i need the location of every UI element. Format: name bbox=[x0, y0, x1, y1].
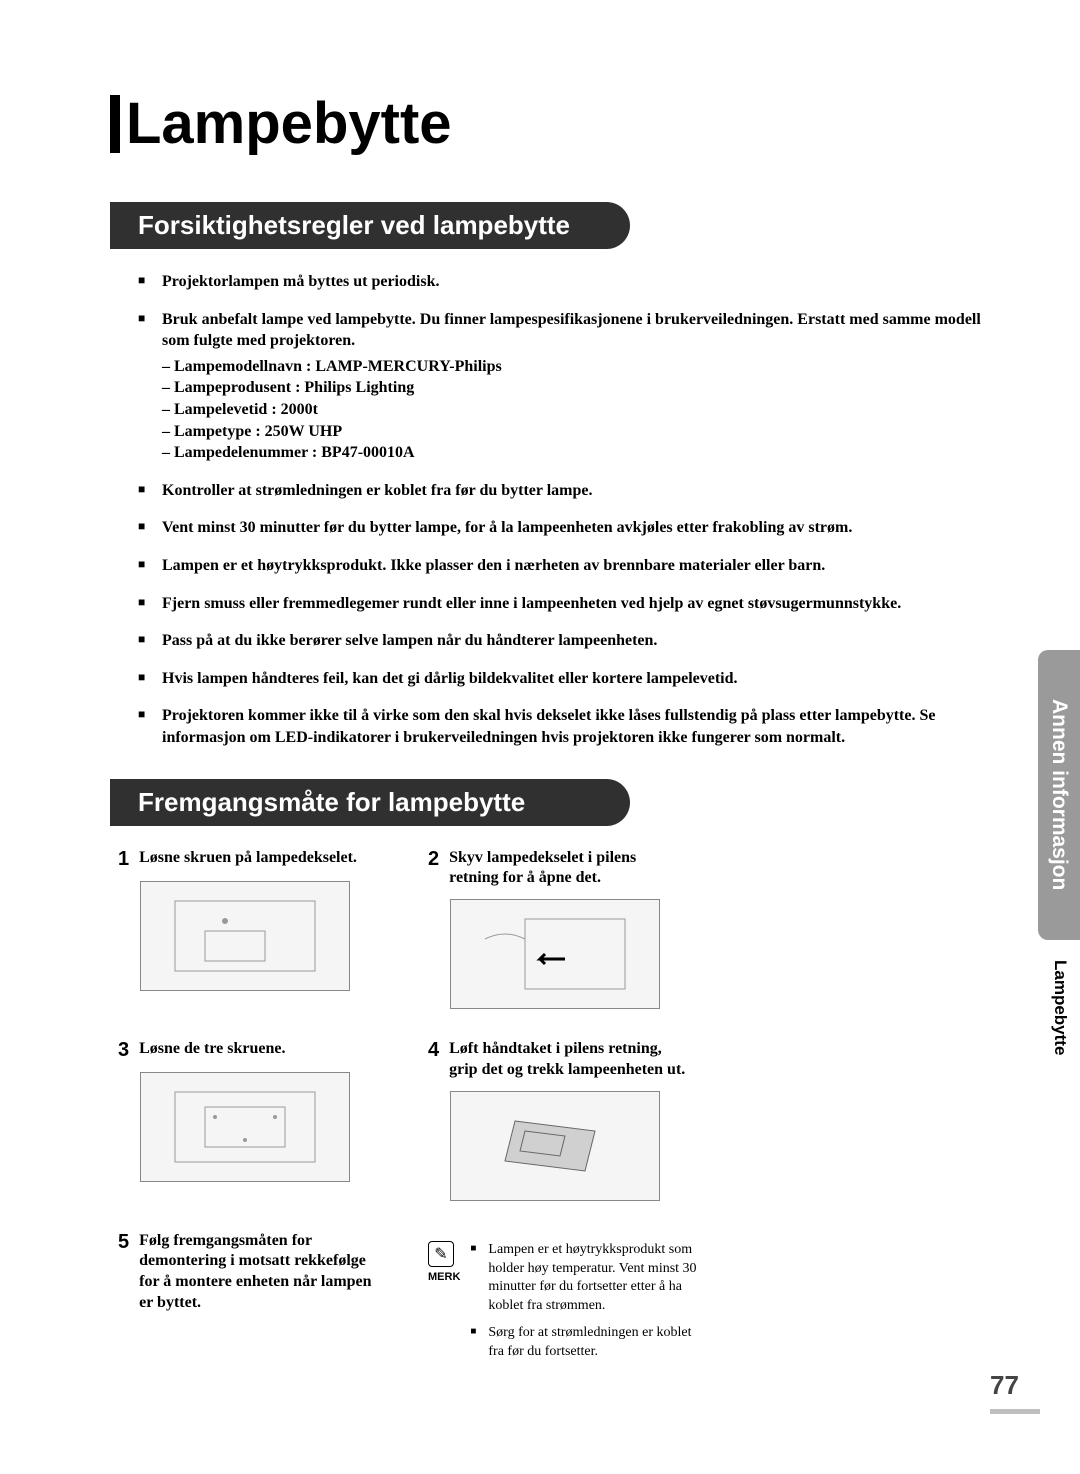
step-text: Skyv lampedekselet i pilens retning for … bbox=[449, 848, 688, 890]
step-text: Løsne de tre skruene. bbox=[139, 1039, 285, 1060]
note-list: Lampen er et høytrykksprodukt som holder… bbox=[470, 1241, 708, 1370]
step-number: 2 bbox=[428, 848, 439, 871]
sub-item: Lampedelenummer : BP47-00010A bbox=[162, 442, 990, 464]
step-3: 3 Løsne de tre skruene. bbox=[118, 1039, 378, 1201]
step-text: Løsne skruen på lampedekselet. bbox=[139, 848, 357, 869]
section2-heading: Fremgangsmåte for lampebytte bbox=[110, 779, 630, 826]
step-number: 1 bbox=[118, 848, 129, 871]
page-number: 77 bbox=[990, 1370, 1040, 1414]
section1-heading: Forsiktighetsregler ved lampebytte bbox=[110, 202, 630, 249]
step-number: 3 bbox=[118, 1039, 129, 1062]
bullet-item: Fjern smuss eller fremmedlegemer rundt e… bbox=[138, 593, 990, 615]
bullet-sublist: Lampemodellnavn : LAMP-MERCURY-Philips L… bbox=[162, 356, 990, 464]
step-5: 5 Følg fremgangsmåten for demontering i … bbox=[118, 1231, 378, 1370]
step-text: Følg fremgangsmåten for demontering i mo… bbox=[139, 1231, 378, 1314]
page-number-text: 77 bbox=[990, 1370, 1019, 1400]
step-image-4 bbox=[450, 1091, 660, 1201]
note-item: Lampen er et høytrykksprodukt som holder… bbox=[470, 1241, 708, 1317]
note-item: Sørg for at strømledningen er koblet fra… bbox=[470, 1324, 708, 1362]
page-number-line bbox=[990, 1409, 1040, 1414]
step-4: 4 Løft håndtaket i pilens retning, grip … bbox=[428, 1039, 688, 1201]
note-label: MERK bbox=[428, 1271, 460, 1283]
bullet-item: Hvis lampen håndteres feil, kan det gi d… bbox=[138, 668, 990, 690]
bullet-item: Projektoren kommer ikke til å virke som … bbox=[138, 705, 990, 748]
bullet-item: Kontroller at strømledningen er koblet f… bbox=[138, 480, 990, 502]
bullet-item: Projektorlampen må byttes ut periodisk. bbox=[138, 271, 990, 293]
step-text: Løft håndtaket i pilens retning, grip de… bbox=[449, 1039, 688, 1081]
bullet-text: Bruk anbefalt lampe ved lampebytte. Du f… bbox=[162, 311, 981, 350]
note-icon: ✎ bbox=[428, 1241, 454, 1267]
bullet-item: Bruk anbefalt lampe ved lampebytte. Du f… bbox=[138, 309, 990, 464]
sub-item: Lampeprodusent : Philips Lighting bbox=[162, 377, 990, 399]
side-tab: Annen informasjon bbox=[1038, 650, 1080, 940]
precautions-list: Projektorlampen må byttes ut periodisk. … bbox=[110, 271, 990, 749]
step-1: 1 Løsne skruen på lampedekselet. bbox=[118, 848, 378, 1010]
side-label: Lampebytte bbox=[1050, 960, 1070, 1055]
note-box: ✎ MERK Lampen er et høytrykksprodukt som… bbox=[428, 1241, 708, 1370]
sub-item: Lampelevetid : 2000t bbox=[162, 399, 990, 421]
step-image-1 bbox=[140, 881, 350, 991]
side-tab-text: Annen informasjon bbox=[1047, 699, 1071, 890]
step-number: 4 bbox=[428, 1039, 439, 1062]
step-image-3 bbox=[140, 1072, 350, 1182]
sub-item: Lampetype : 250W UHP bbox=[162, 421, 990, 443]
step-2: 2 Skyv lampedekselet i pilens retning fo… bbox=[428, 848, 688, 1010]
bullet-item: Lampen er et høytrykksprodukt. Ikke plas… bbox=[138, 555, 990, 577]
steps-container: 1 Løsne skruen på lampedekselet. 2 Skyv … bbox=[110, 848, 990, 1371]
step-number: 5 bbox=[118, 1231, 129, 1254]
sub-item: Lampemodellnavn : LAMP-MERCURY-Philips bbox=[162, 356, 990, 378]
bullet-item: Vent minst 30 minutter før du bytter lam… bbox=[138, 517, 990, 539]
page-title: Lampebytte bbox=[110, 90, 990, 157]
bullet-item: Pass på at du ikke berører selve lampen … bbox=[138, 630, 990, 652]
step-image-2 bbox=[450, 899, 660, 1009]
